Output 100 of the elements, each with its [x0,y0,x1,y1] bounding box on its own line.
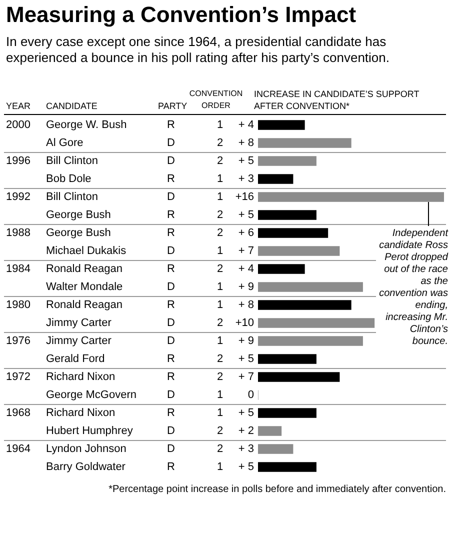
bar [258,228,328,238]
text: Independent candidate Ross Perot dropped out of the race as the convention was ending, increasing Mr. Clinton’s bounce. [379,228,448,347]
data-label: + 8 [238,137,254,150]
text: 1968 [6,406,30,421]
text: D [166,136,176,151]
bar [258,282,363,292]
y-tick-label: Hubert Humphrey [46,424,133,439]
bar [258,372,340,382]
y-tick-label: Richard Nixon [46,370,116,385]
text: 1 [216,190,224,205]
text: *Percentage point increase in polls before and immediately after convention. [108,484,446,495]
y-tick-label: Bill Clinton [46,154,98,169]
y-tick-label: Gerald Ford [46,352,105,367]
text: R [166,172,176,187]
x-axis-title: INCREASE IN CANDIDATE’S SUPPORT AFTER CONVENTION* [254,88,420,112]
text: D [166,244,176,259]
text: 1 [216,118,224,133]
bar [258,192,444,202]
text: R [166,406,176,421]
text: 2 [216,226,224,241]
text: R [166,262,176,277]
y-tick-label: Ronald Reagan [46,262,122,277]
data-label: 0 [248,389,254,402]
bar [258,408,316,418]
bar [258,246,340,256]
text: 1980 [6,298,30,313]
text: 1 [216,406,224,421]
text: 1 [216,388,224,403]
bar [258,336,363,346]
data-label: + 7 [238,371,254,384]
text: 1 [216,172,224,187]
text: YEAR [6,100,31,112]
y-tick-label: Richard Nixon [46,406,116,421]
bar [258,210,316,220]
bar [258,174,294,184]
text: 1 [216,298,224,313]
data-label: +10 [235,317,254,330]
text: 1 [216,334,224,349]
text: 1 [216,460,224,475]
data-label: + 5 [238,407,254,420]
data-label: + 5 [238,209,254,222]
text: 2 [216,136,224,151]
y-tick-label: Ronald Reagan [46,298,122,313]
text: D [166,334,176,349]
text: D [166,280,176,295]
chart-title: Measuring a Convention’s Impact [6,2,356,28]
text: 2 [216,424,224,439]
text: 1996 [6,154,30,169]
data-label: + 5 [238,155,254,168]
y-tick-label: George W. Bush [46,118,127,133]
text: 1976 [6,334,30,349]
bar [258,120,305,130]
bar [258,300,352,310]
text: D [166,154,176,169]
text: 2 [216,262,224,277]
y-tick-label: Al Gore [46,136,84,151]
y-tick-label: Walter Mondale [46,280,123,295]
y-tick-label: George Bush [46,208,111,223]
y-tick-label: George McGovern [46,388,136,403]
data-label: + 3 [238,173,254,186]
text: R [166,208,176,223]
data-label: + 7 [238,245,254,258]
text: R [166,370,176,385]
text: D [166,424,176,439]
bar [258,264,305,274]
text: R [166,118,176,133]
data-label: + 5 [238,461,254,474]
text: R [166,460,176,475]
bar [258,462,316,472]
text: R [166,352,176,367]
text: PARTY [158,100,188,112]
text: 2 [216,442,224,457]
y-axis-title: CANDIDATE [46,100,98,112]
y-tick-label: George Bush [46,226,111,241]
text: 1 [216,280,224,295]
y-tick-label: Jimmy Carter [46,334,112,349]
data-label: + 4 [238,263,254,276]
bar [258,156,316,166]
text: 2 [216,352,224,367]
text: 2 [216,316,224,331]
text: 2 [216,154,224,169]
data-label: + 9 [238,335,254,348]
y-tick-label: Bob Dole [46,172,92,187]
data-label: + 6 [238,227,254,240]
text: CONVENTION ORDER [189,89,243,110]
text: 1972 [6,370,30,385]
text: 1992 [6,190,30,205]
text: D [166,190,176,205]
text: R [166,226,176,241]
bar [258,444,294,454]
text: 1964 [6,442,30,457]
y-tick-label: Bill Clinton [46,190,98,205]
text: D [166,442,176,457]
data-label: + 5 [238,353,254,366]
data-label: + 2 [238,425,254,438]
chart-subtitle: In every case except one since 1964, a presidential candidate has experienced a bounce in his poll rating after his party’s convention. [6,34,390,66]
text: 2000 [6,118,30,133]
bar [258,318,375,328]
text: 1984 [6,262,30,277]
y-tick-label: Jimmy Carter [46,316,112,331]
